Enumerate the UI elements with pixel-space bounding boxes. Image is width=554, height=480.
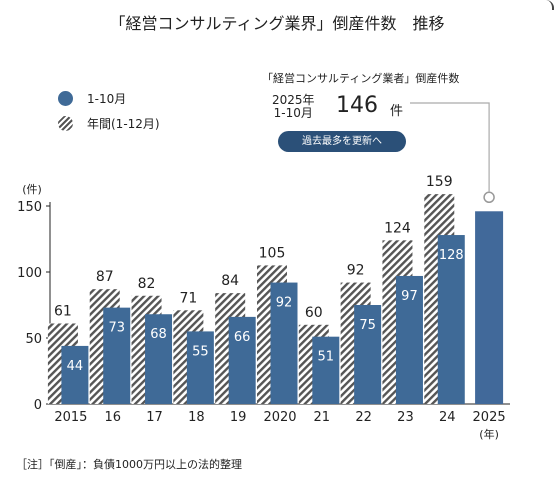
x-tick-label: 17: [146, 410, 163, 425]
legend-label-series1: 1-10月: [87, 92, 127, 106]
annotation-title: 「経営コンサルティング業者」倒産件数: [262, 72, 460, 85]
data-label-annual: 61: [54, 303, 72, 319]
data-label-jan-oct: 75: [359, 318, 376, 333]
callout-dot: [483, 191, 495, 204]
annotation-value: 146: [336, 93, 378, 118]
bar-jan-oct: [395, 275, 423, 404]
chart-title: 「経営コンサルティング業界」倒産件数 推移: [109, 14, 445, 33]
x-axis-label: (年): [479, 427, 499, 441]
annotation-unit: 件: [390, 104, 404, 119]
data-label-annual: 84: [221, 273, 239, 289]
bar-jan-oct: [312, 336, 340, 404]
data-label-annual: 124: [384, 220, 411, 236]
bar-jan-oct: [354, 305, 382, 404]
data-label-jan-oct: 92: [276, 296, 293, 311]
bar-jan-oct: [103, 307, 131, 404]
data-label-annual: 82: [138, 276, 156, 292]
annotation-months: 1-10月: [273, 106, 313, 120]
y-tick-label: 150: [17, 200, 42, 215]
bar-jan-oct: [270, 282, 298, 404]
data-label-jan-oct: 128: [439, 248, 464, 263]
x-tick-label: 22: [355, 410, 372, 425]
data-label-jan-oct: 68: [150, 327, 167, 342]
annotation-year: 2025年: [272, 93, 315, 107]
data-label-jan-oct: 44: [67, 359, 84, 374]
data-label-annual: 92: [347, 263, 365, 279]
data-label-annual: 159: [426, 174, 453, 190]
data-label-jan-oct: 73: [108, 321, 125, 336]
x-tick-label: 23: [397, 410, 414, 425]
x-tick-label: 2025: [473, 410, 506, 425]
legend-series2: 年間(1-12月): [58, 115, 160, 132]
corner-mark: [546, 0, 554, 10]
annotation-period: 2025年 1-10月: [272, 94, 315, 120]
bar-jan-oct: [186, 331, 214, 404]
data-label-jan-oct: 55: [192, 344, 209, 359]
data-label-annual: 87: [96, 269, 114, 285]
y-axis-label: (件): [22, 183, 42, 196]
data-label-jan-oct: 66: [234, 330, 251, 345]
x-tick-label: 18: [188, 410, 205, 425]
data-label-annual: 60: [305, 305, 323, 321]
y-tick-label: 50: [25, 332, 42, 347]
x-tick-label: 2015: [54, 410, 87, 425]
bar-jan-oct: [475, 211, 504, 404]
y-tick-label: 0: [34, 398, 42, 413]
x-tick-label: 21: [314, 410, 331, 425]
callout-line: [410, 102, 490, 193]
data-label-annual: 105: [259, 245, 286, 261]
x-tick-label: 24: [439, 410, 456, 425]
legend-swatch-solid: [58, 91, 73, 106]
x-tick-label: 2020: [263, 410, 296, 425]
bar-jan-oct: [61, 345, 89, 404]
record-badge: 過去最多を更新へ: [278, 131, 406, 152]
y-tick-label: 100: [17, 266, 42, 281]
legend-label-series2: 年間(1-12月): [87, 117, 160, 131]
legend-swatch-hatched: [58, 116, 73, 131]
data-label-jan-oct: 51: [318, 350, 335, 365]
legend-series1: 1-10月: [58, 90, 126, 107]
data-label-annual: 71: [179, 290, 197, 306]
x-tick-label: 16: [104, 410, 121, 425]
x-tick-label: 19: [230, 410, 247, 425]
data-label-jan-oct: 97: [401, 289, 418, 304]
bar-jan-oct: [437, 235, 465, 404]
footnote: ［注］「倒産」：負債1000万円以上の法的整理: [16, 458, 242, 471]
bar-jan-oct: [145, 314, 173, 404]
bar-chart: (件) 0 50 100 150 61 44 2015 87 73 16 82 68 17 71 55 18 84…: [17, 102, 510, 441]
bar-jan-oct: [228, 316, 256, 404]
